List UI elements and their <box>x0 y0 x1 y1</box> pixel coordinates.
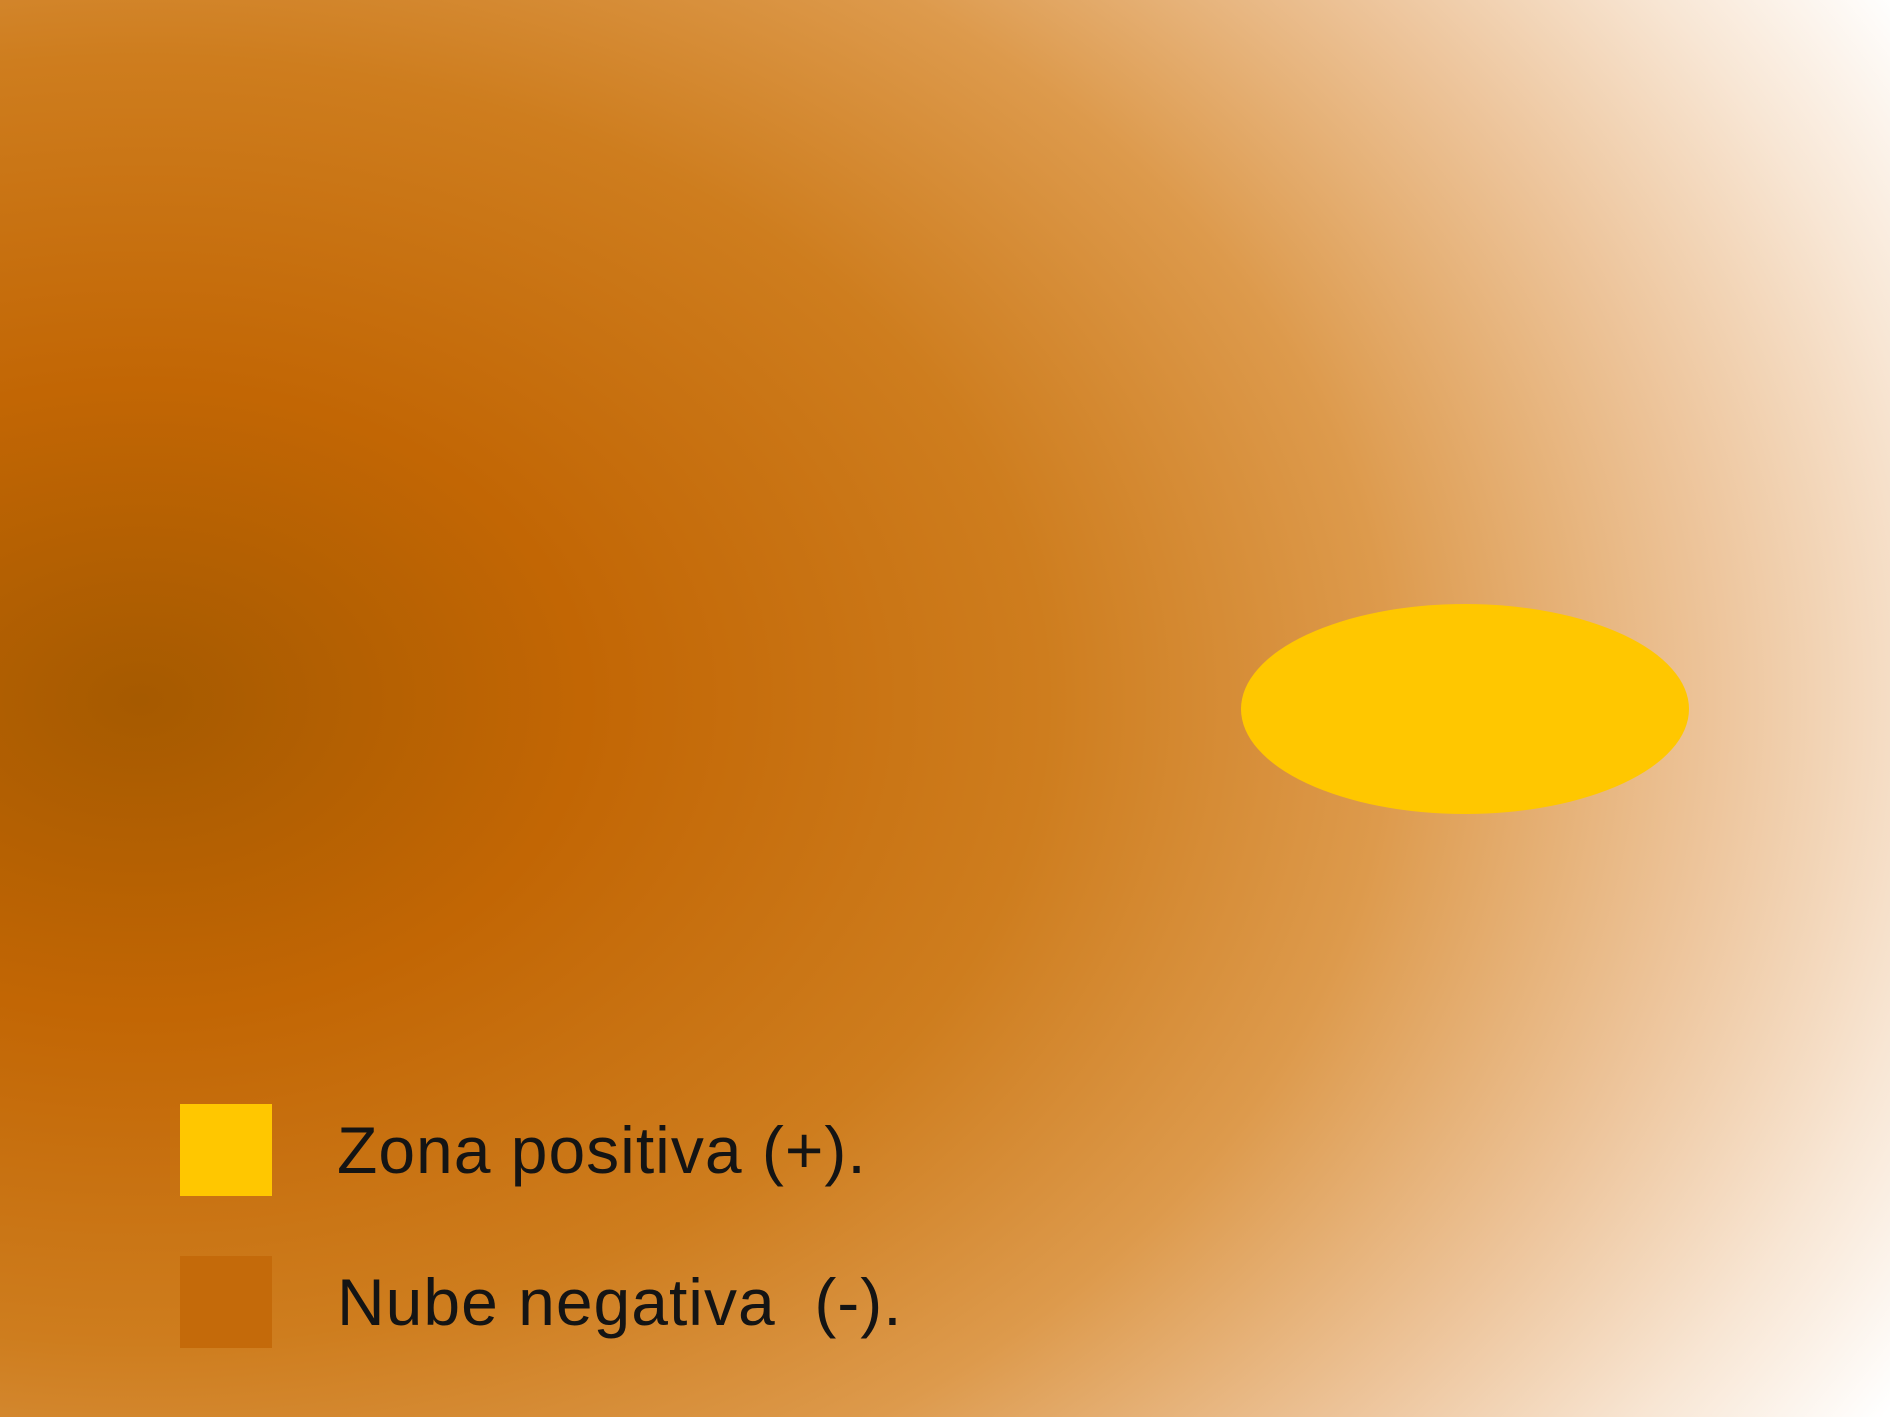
positive-label: Zona positiva (+). <box>337 1112 867 1188</box>
negative-label: Nube negativa (-). <box>337 1264 903 1340</box>
negative-swatch <box>180 1256 272 1348</box>
positive-zone-ellipse <box>1241 604 1689 814</box>
legend-item-positive: Zona positiva (+). <box>180 1104 867 1196</box>
legend-item-negative: Nube negativa (-). <box>180 1256 903 1348</box>
positive-swatch <box>180 1104 272 1196</box>
